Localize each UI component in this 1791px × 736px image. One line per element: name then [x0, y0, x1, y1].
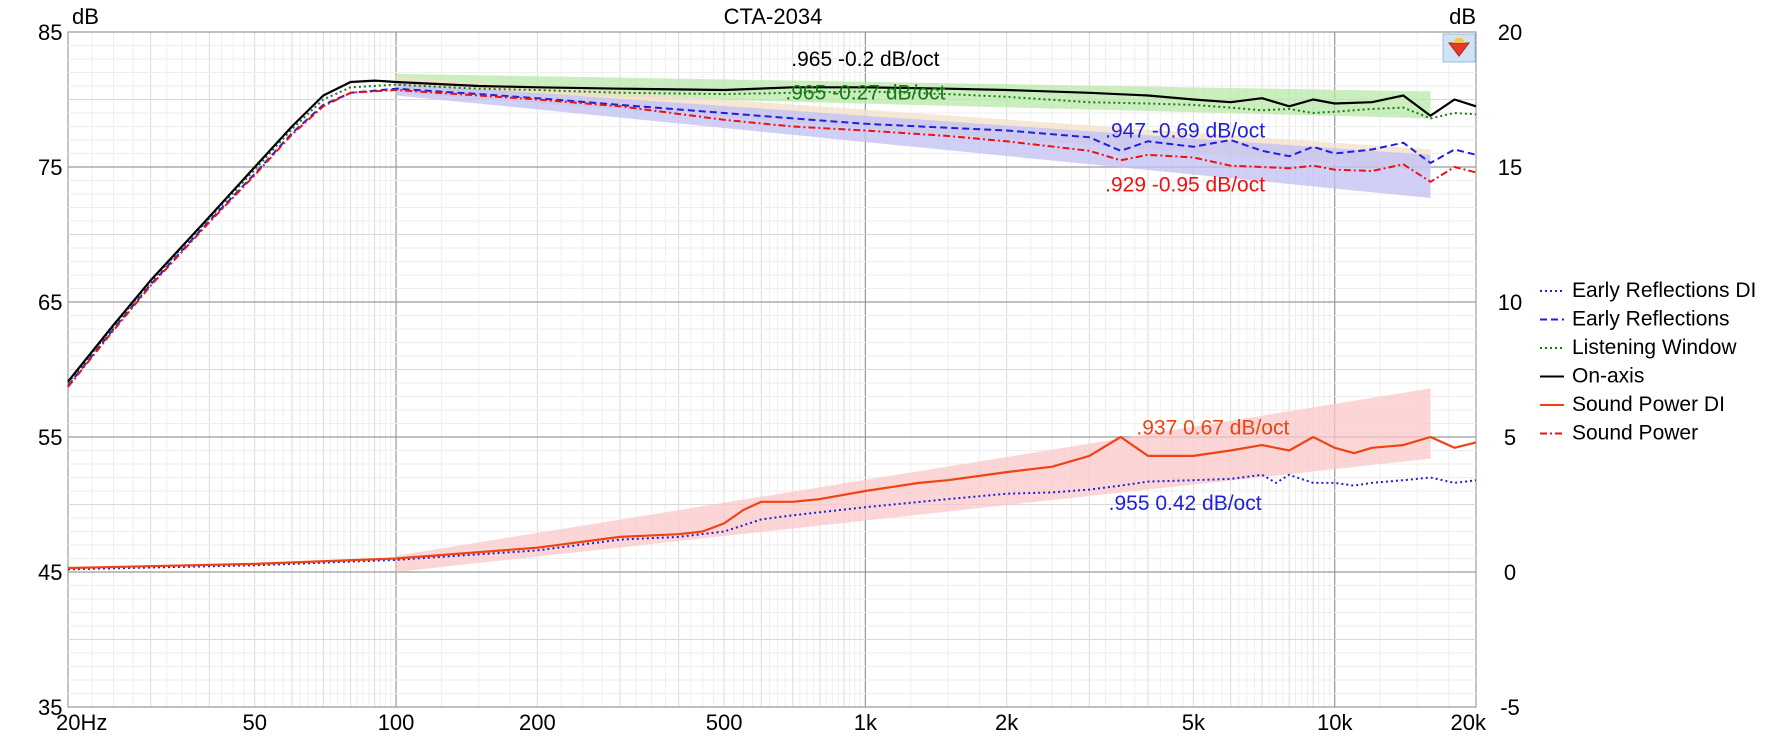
fit-annotation: .947 -0.69 dB/oct	[1105, 119, 1265, 142]
x-tick-label: 5k	[1182, 710, 1206, 735]
legend-item-early-reflections-di: Early Reflections DI	[1572, 279, 1756, 302]
x-tick-label: 50	[243, 710, 267, 735]
x-tick-label: 10k	[1317, 710, 1353, 735]
trend-bands	[396, 73, 1431, 572]
fit-annotation: .965 -0.27 dB/oct	[785, 82, 945, 105]
annotations: .965 -0.2 dB/oct .965 -0.27 dB/oct .947 -0…	[785, 48, 1289, 515]
right-axis-unit: dB	[1449, 4, 1476, 29]
y-left-tick-label: 75	[38, 155, 62, 180]
y-left-tick-label: 65	[38, 290, 62, 315]
x-tick-label: 2k	[995, 710, 1019, 735]
x-tick-label: 500	[706, 710, 743, 735]
grid-lines	[68, 31, 1476, 708]
x-tick-label: 1k	[854, 710, 878, 735]
x-tick-label: 20k	[1451, 710, 1487, 735]
y-right-tick-label: -5	[1500, 695, 1520, 720]
series-lines	[67, 79, 1477, 571]
y-right-tick-label: 5	[1504, 425, 1516, 450]
chart-title: CTA-2034	[724, 4, 823, 29]
fit-annotation: .955 0.42 dB/oct	[1109, 492, 1262, 515]
legend-item-sound-power-di: Sound Power DI	[1572, 393, 1725, 416]
y-right-tick-label: 15	[1498, 155, 1522, 180]
legend-item-early-reflections: Early Reflections	[1572, 308, 1730, 331]
y-left-tick-label: 45	[38, 560, 62, 585]
series-line-sound-power	[67, 89, 1477, 388]
legend-item-sound-power: Sound Power	[1572, 422, 1698, 445]
fit-annotation: .929 -0.95 dB/oct	[1105, 173, 1265, 196]
x-tick-label: 100	[378, 710, 415, 735]
legend-item-on-axis: On-axis	[1572, 365, 1644, 388]
y-right-tick-label: 0	[1504, 560, 1516, 585]
legend: Early Reflections DI Early Reflections Lis…	[1540, 279, 1756, 445]
y-left-tick-label: 85	[38, 20, 62, 45]
x-tick-label: 200	[519, 710, 556, 735]
y-right-tick-label: 10	[1498, 290, 1522, 315]
y-left-tick-label: 55	[38, 425, 62, 450]
y-right-tick-label: 20	[1498, 20, 1522, 45]
trend-band-sound-power-di	[396, 388, 1431, 572]
series-line-sound-power-di	[67, 435, 1477, 570]
series-line-on-axis	[67, 79, 1477, 383]
legend-item-listening-window: Listening Window	[1572, 336, 1737, 359]
fit-annotation: .965 -0.2 dB/oct	[791, 48, 939, 71]
axis-tick-labels: 20Hz 50 100 200 500 1k 2k 5k 10k 20k8575655545352…	[38, 20, 1522, 735]
y-left-tick-label: 35	[38, 695, 62, 720]
trend-band-sound-power	[396, 83, 1431, 199]
x-tick-label: 20Hz	[56, 710, 107, 735]
badge-icon	[1442, 33, 1476, 63]
left-axis-unit: dB	[72, 4, 99, 29]
trend-band-listening-window	[396, 73, 1431, 119]
fit-annotation: .937 0.67 dB/oct	[1136, 416, 1289, 439]
